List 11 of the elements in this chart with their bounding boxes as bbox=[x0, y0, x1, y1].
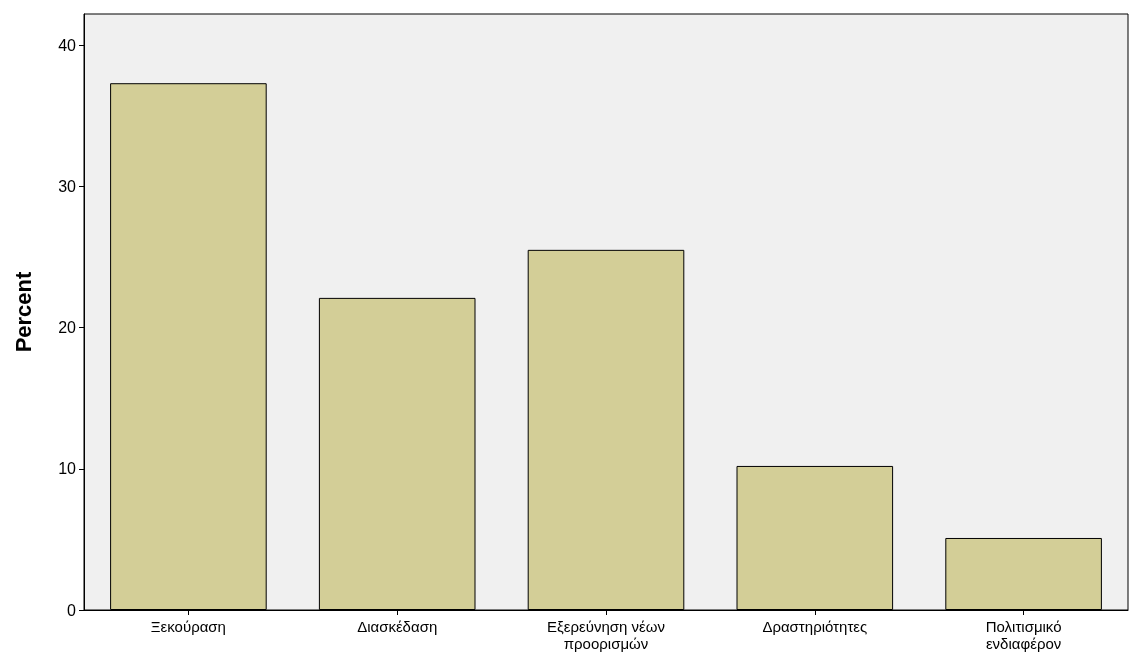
x-tick-label: Ξεκούραση bbox=[150, 618, 226, 635]
x-tick-label: Δραστηριότητες bbox=[762, 618, 868, 635]
x-tick-label: Πολιτισμικό ενδιαφέρον bbox=[985, 618, 1062, 652]
x-tick-label: Διασκέδαση bbox=[357, 618, 438, 635]
y-tick-label: 40 bbox=[58, 36, 77, 54]
y-tick-label: 20 bbox=[58, 319, 77, 337]
y-tick-label: 0 bbox=[67, 601, 77, 619]
y-tick-label: 10 bbox=[58, 460, 77, 478]
y-tick-label: 30 bbox=[58, 177, 77, 195]
x-tick-label: Εξερεύνηση νέων προορισμών bbox=[547, 618, 665, 652]
y-axis-title: Percent bbox=[10, 270, 36, 353]
